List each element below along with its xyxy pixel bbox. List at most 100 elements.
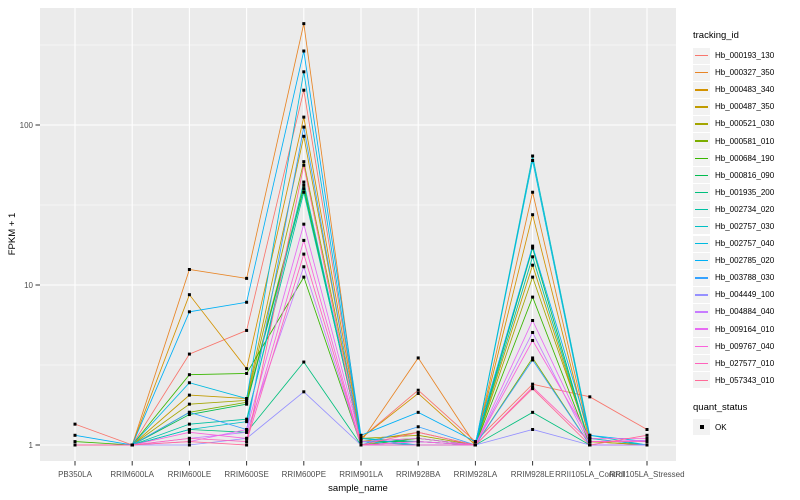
data-point	[187, 430, 191, 434]
data-point	[302, 125, 306, 129]
data-point	[531, 318, 535, 322]
legend-item-label: Hb_002785_020	[715, 256, 775, 266]
legend-color-line-icon	[695, 328, 708, 330]
legend-item-label: Hb_000684_190	[715, 153, 775, 163]
legend-color-line-icon	[695, 174, 708, 176]
data-point	[473, 440, 477, 444]
x-tick-label: RRIM901LA	[339, 470, 383, 479]
legend-color-line-icon	[695, 208, 708, 211]
legend-color-key	[693, 184, 710, 201]
legend-color-line-icon	[695, 157, 708, 159]
legend-item-Hb_004449_100: Hb_004449_100	[693, 286, 799, 303]
data-point	[531, 275, 535, 279]
data-point	[245, 436, 249, 440]
legend-color-key	[693, 218, 710, 235]
data-point	[531, 190, 535, 194]
data-point	[302, 163, 306, 167]
data-point	[416, 410, 420, 414]
data-point	[531, 356, 535, 360]
data-point	[187, 310, 191, 314]
data-point	[359, 436, 363, 440]
data-point	[187, 352, 191, 356]
legend-item-Hb_003788_030: Hb_003788_030	[693, 269, 799, 286]
legend-color-line-icon	[695, 225, 708, 228]
data-point	[531, 385, 535, 389]
legend-item-label: Hb_002734_020	[715, 204, 775, 214]
data-point	[187, 293, 191, 297]
data-point	[302, 360, 306, 364]
data-point	[588, 433, 592, 437]
data-point	[302, 187, 306, 191]
quant-status-legend-item: OK	[693, 419, 799, 436]
legend-color-line-icon	[695, 260, 708, 262]
legend-item-Hb_057343_010: Hb_057343_010	[693, 372, 799, 389]
data-point	[245, 397, 249, 401]
legend-item-label: Hb_000483_340	[715, 85, 775, 95]
legend-color-line-icon	[695, 345, 708, 347]
x-tick-label: RRIM600LE	[168, 470, 212, 479]
legend-color-key	[693, 252, 710, 269]
legend-item-label: Hb_000816_090	[715, 170, 775, 180]
data-point	[531, 255, 535, 259]
legend-color-key	[693, 235, 710, 252]
legend-color-line-icon	[695, 106, 708, 108]
legend-item-label: Hb_000487_350	[715, 102, 775, 112]
data-point	[531, 154, 535, 158]
quant-status-legend-title: quant_status	[693, 401, 748, 413]
legend-item-label: Hb_000327_350	[715, 68, 775, 78]
legend-color-line-icon	[695, 362, 708, 365]
data-point	[531, 410, 535, 414]
legend-item-Hb_000327_350: Hb_000327_350	[693, 64, 799, 81]
data-point	[531, 338, 535, 342]
data-point	[302, 88, 306, 92]
y-tick-label: 10	[24, 281, 33, 290]
data-point	[245, 398, 249, 402]
legend-item-Hb_001935_200: Hb_001935_200	[693, 184, 799, 201]
data-point	[187, 443, 191, 447]
data-point	[531, 295, 535, 299]
data-point	[302, 183, 306, 187]
data-point	[531, 330, 535, 334]
legend-color-line-icon	[695, 311, 708, 313]
data-point	[359, 433, 363, 437]
x-axis-title: sample_name	[328, 483, 388, 494]
data-point	[531, 263, 535, 267]
data-point	[245, 276, 249, 280]
legend-item-Hb_000193_130: Hb_000193_130	[693, 47, 799, 64]
legend-color-key	[693, 286, 710, 303]
data-point	[302, 252, 306, 256]
data-point	[187, 393, 191, 397]
data-point	[302, 390, 306, 394]
legend-color-key	[693, 321, 710, 338]
data-point	[645, 427, 649, 431]
data-point	[187, 427, 191, 431]
legend-item-Hb_000487_350: Hb_000487_350	[693, 98, 799, 115]
data-point	[245, 328, 249, 332]
legend-item-Hb_002734_020: Hb_002734_020	[693, 201, 799, 218]
data-point	[531, 427, 535, 431]
legend-color-line-icon	[695, 242, 708, 245]
data-point	[531, 213, 535, 217]
data-point	[302, 275, 306, 279]
legend-color-key	[693, 115, 710, 132]
legend-item-Hb_004884_040: Hb_004884_040	[693, 303, 799, 320]
data-point	[302, 70, 306, 74]
legend-item-Hb_002757_040: Hb_002757_040	[693, 235, 799, 252]
data-point	[473, 443, 477, 447]
legend: tracking_id Hb_000193_130 Hb_000327_350 Hb…	[693, 30, 799, 436]
legend-item-label: Hb_009767_040	[715, 341, 775, 351]
data-point	[588, 436, 592, 440]
data-point	[416, 430, 420, 434]
data-point	[187, 413, 191, 417]
data-point	[245, 367, 249, 371]
legend-item-label: Hb_057343_010	[715, 375, 775, 385]
legend-item-label: Hb_003788_030	[715, 273, 775, 283]
data-point	[302, 160, 306, 164]
data-point	[645, 433, 649, 437]
legend-color-line-icon	[695, 379, 708, 382]
legend-color-line-icon	[695, 89, 708, 91]
legend-item-label: Hb_027577_010	[715, 358, 775, 368]
legend-color-key	[693, 81, 710, 98]
data-point	[187, 422, 191, 426]
data-point	[531, 246, 535, 250]
